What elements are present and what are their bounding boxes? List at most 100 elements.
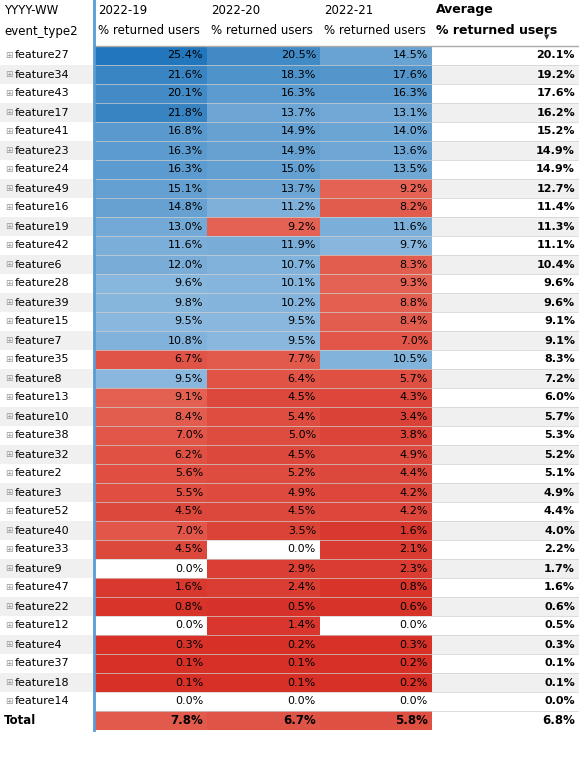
Text: 4.5%: 4.5%: [175, 545, 203, 555]
Text: 5.6%: 5.6%: [175, 469, 203, 479]
Text: 2022-19: 2022-19: [98, 4, 147, 17]
Bar: [94, 483, 207, 502]
Bar: [94, 445, 207, 464]
Text: feature15: feature15: [15, 316, 69, 326]
Text: 10.8%: 10.8%: [168, 336, 203, 345]
Text: 17.6%: 17.6%: [393, 70, 428, 80]
Text: 11.4%: 11.4%: [536, 202, 575, 212]
Text: 19.2%: 19.2%: [536, 70, 575, 80]
Bar: [0, 0, 579, 20]
Text: 0.2%: 0.2%: [400, 677, 428, 688]
Text: 1.6%: 1.6%: [400, 525, 428, 535]
Text: ⊞: ⊞: [5, 260, 13, 269]
Text: feature43: feature43: [15, 89, 69, 99]
Bar: [207, 312, 320, 331]
Bar: [94, 502, 207, 521]
Text: 5.3%: 5.3%: [544, 430, 575, 440]
Text: 14.9%: 14.9%: [536, 146, 575, 155]
Bar: [94, 312, 207, 331]
Text: ⊞: ⊞: [5, 526, 13, 535]
Bar: [94, 635, 207, 654]
Text: 5.7%: 5.7%: [400, 374, 428, 384]
Bar: [0, 692, 94, 711]
Text: feature27: feature27: [15, 51, 69, 61]
Text: 10.5%: 10.5%: [393, 355, 428, 365]
Bar: [432, 559, 579, 578]
Text: 11.1%: 11.1%: [536, 241, 575, 250]
Bar: [432, 502, 579, 521]
Bar: [320, 217, 432, 236]
Text: ⊞: ⊞: [5, 678, 13, 687]
Bar: [0, 103, 94, 122]
Text: feature23: feature23: [15, 146, 69, 155]
Bar: [0, 673, 94, 692]
Text: 7.2%: 7.2%: [544, 374, 575, 384]
Text: 8.8%: 8.8%: [400, 297, 428, 307]
Bar: [207, 692, 320, 711]
Text: feature35: feature35: [15, 355, 69, 365]
Text: 4.5%: 4.5%: [175, 506, 203, 516]
Bar: [94, 46, 207, 65]
Text: feature17: feature17: [15, 107, 69, 117]
Bar: [94, 236, 207, 255]
Text: ⊞: ⊞: [5, 640, 13, 649]
Text: 4.2%: 4.2%: [400, 487, 428, 497]
Text: 25.4%: 25.4%: [167, 51, 203, 61]
Bar: [0, 141, 94, 160]
Text: 20.1%: 20.1%: [537, 51, 575, 61]
Text: 11.3%: 11.3%: [537, 221, 575, 231]
Bar: [320, 236, 432, 255]
Text: 0.1%: 0.1%: [288, 659, 316, 669]
Bar: [320, 540, 432, 559]
Bar: [0, 578, 94, 597]
Text: 14.8%: 14.8%: [167, 202, 203, 212]
Bar: [0, 559, 94, 578]
Bar: [94, 521, 207, 540]
Text: 2.1%: 2.1%: [400, 545, 428, 555]
Text: 6.0%: 6.0%: [544, 392, 575, 402]
Text: 9.2%: 9.2%: [288, 221, 316, 231]
Bar: [94, 84, 207, 103]
Text: feature8: feature8: [15, 374, 63, 384]
Text: 4.4%: 4.4%: [400, 469, 428, 479]
Text: feature47: feature47: [15, 582, 69, 592]
Text: 9.5%: 9.5%: [175, 374, 203, 384]
Bar: [0, 388, 94, 407]
Bar: [0, 350, 94, 369]
Text: feature28: feature28: [15, 279, 69, 289]
Text: ⊞: ⊞: [5, 431, 13, 440]
Text: % returned users: % returned users: [436, 25, 557, 38]
Text: 7.0%: 7.0%: [400, 336, 428, 345]
Text: feature4: feature4: [15, 640, 63, 650]
Bar: [320, 521, 432, 540]
Text: 13.5%: 13.5%: [393, 165, 428, 175]
Text: ⊞: ⊞: [5, 697, 13, 706]
Bar: [207, 464, 320, 483]
Bar: [432, 331, 579, 350]
Bar: [320, 711, 432, 730]
Bar: [94, 673, 207, 692]
Bar: [432, 198, 579, 217]
Text: 0.3%: 0.3%: [400, 640, 428, 650]
Bar: [432, 654, 579, 673]
Text: YYYY-WW: YYYY-WW: [4, 4, 58, 17]
Bar: [432, 84, 579, 103]
Bar: [207, 160, 320, 179]
Text: 4.4%: 4.4%: [544, 506, 575, 516]
Bar: [94, 559, 207, 578]
Bar: [0, 635, 94, 654]
Bar: [320, 464, 432, 483]
Bar: [0, 521, 94, 540]
Bar: [94, 578, 207, 597]
Text: 20.1%: 20.1%: [168, 89, 203, 99]
Bar: [94, 540, 207, 559]
Text: 6.7%: 6.7%: [283, 714, 316, 727]
Text: ⊞: ⊞: [5, 203, 13, 212]
Text: 0.6%: 0.6%: [544, 601, 575, 611]
Text: 14.9%: 14.9%: [280, 126, 316, 136]
Bar: [94, 616, 207, 635]
Text: 4.9%: 4.9%: [288, 487, 316, 497]
Bar: [0, 426, 94, 445]
Text: 0.1%: 0.1%: [544, 659, 575, 669]
Text: 4.9%: 4.9%: [544, 487, 575, 497]
